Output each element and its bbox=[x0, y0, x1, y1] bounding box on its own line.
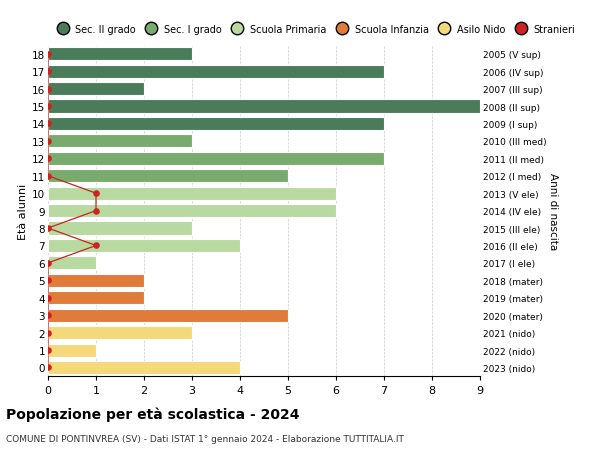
Bar bbox=[48, 309, 288, 322]
Point bbox=[43, 51, 53, 58]
Bar bbox=[48, 170, 288, 183]
Bar bbox=[48, 152, 384, 166]
Point bbox=[43, 312, 53, 319]
Text: Popolazione per età scolastica - 2024: Popolazione per età scolastica - 2024 bbox=[6, 406, 299, 421]
Y-axis label: Età alunni: Età alunni bbox=[18, 183, 28, 239]
Bar bbox=[48, 344, 96, 357]
Bar bbox=[48, 48, 192, 61]
Point bbox=[43, 155, 53, 162]
Point bbox=[43, 86, 53, 93]
Bar bbox=[48, 100, 480, 113]
Point bbox=[43, 103, 53, 111]
Point bbox=[91, 242, 101, 250]
Point bbox=[43, 68, 53, 76]
Point bbox=[43, 364, 53, 371]
Bar bbox=[48, 83, 144, 96]
Point bbox=[43, 260, 53, 267]
Text: COMUNE DI PONTINVREA (SV) - Dati ISTAT 1° gennaio 2024 - Elaborazione TUTTITALIA: COMUNE DI PONTINVREA (SV) - Dati ISTAT 1… bbox=[6, 434, 404, 443]
Bar bbox=[48, 326, 192, 339]
Point bbox=[43, 277, 53, 285]
Bar bbox=[48, 291, 144, 305]
Point bbox=[43, 294, 53, 302]
Bar bbox=[48, 240, 240, 252]
Point bbox=[43, 138, 53, 145]
Bar bbox=[48, 274, 144, 287]
Bar bbox=[48, 66, 384, 78]
Point bbox=[43, 121, 53, 128]
Bar bbox=[48, 135, 192, 148]
Bar bbox=[48, 361, 240, 374]
Point bbox=[91, 207, 101, 215]
Bar bbox=[48, 205, 336, 218]
Point bbox=[43, 173, 53, 180]
Bar bbox=[48, 187, 336, 200]
Point bbox=[91, 190, 101, 197]
Bar bbox=[48, 118, 384, 131]
Point bbox=[43, 225, 53, 232]
Point bbox=[43, 347, 53, 354]
Bar bbox=[48, 222, 192, 235]
Legend: Sec. II grado, Sec. I grado, Scuola Primaria, Scuola Infanzia, Asilo Nido, Stran: Sec. II grado, Sec. I grado, Scuola Prim… bbox=[53, 24, 575, 34]
Y-axis label: Anni di nascita: Anni di nascita bbox=[548, 173, 557, 250]
Point bbox=[43, 329, 53, 336]
Bar bbox=[48, 257, 96, 270]
